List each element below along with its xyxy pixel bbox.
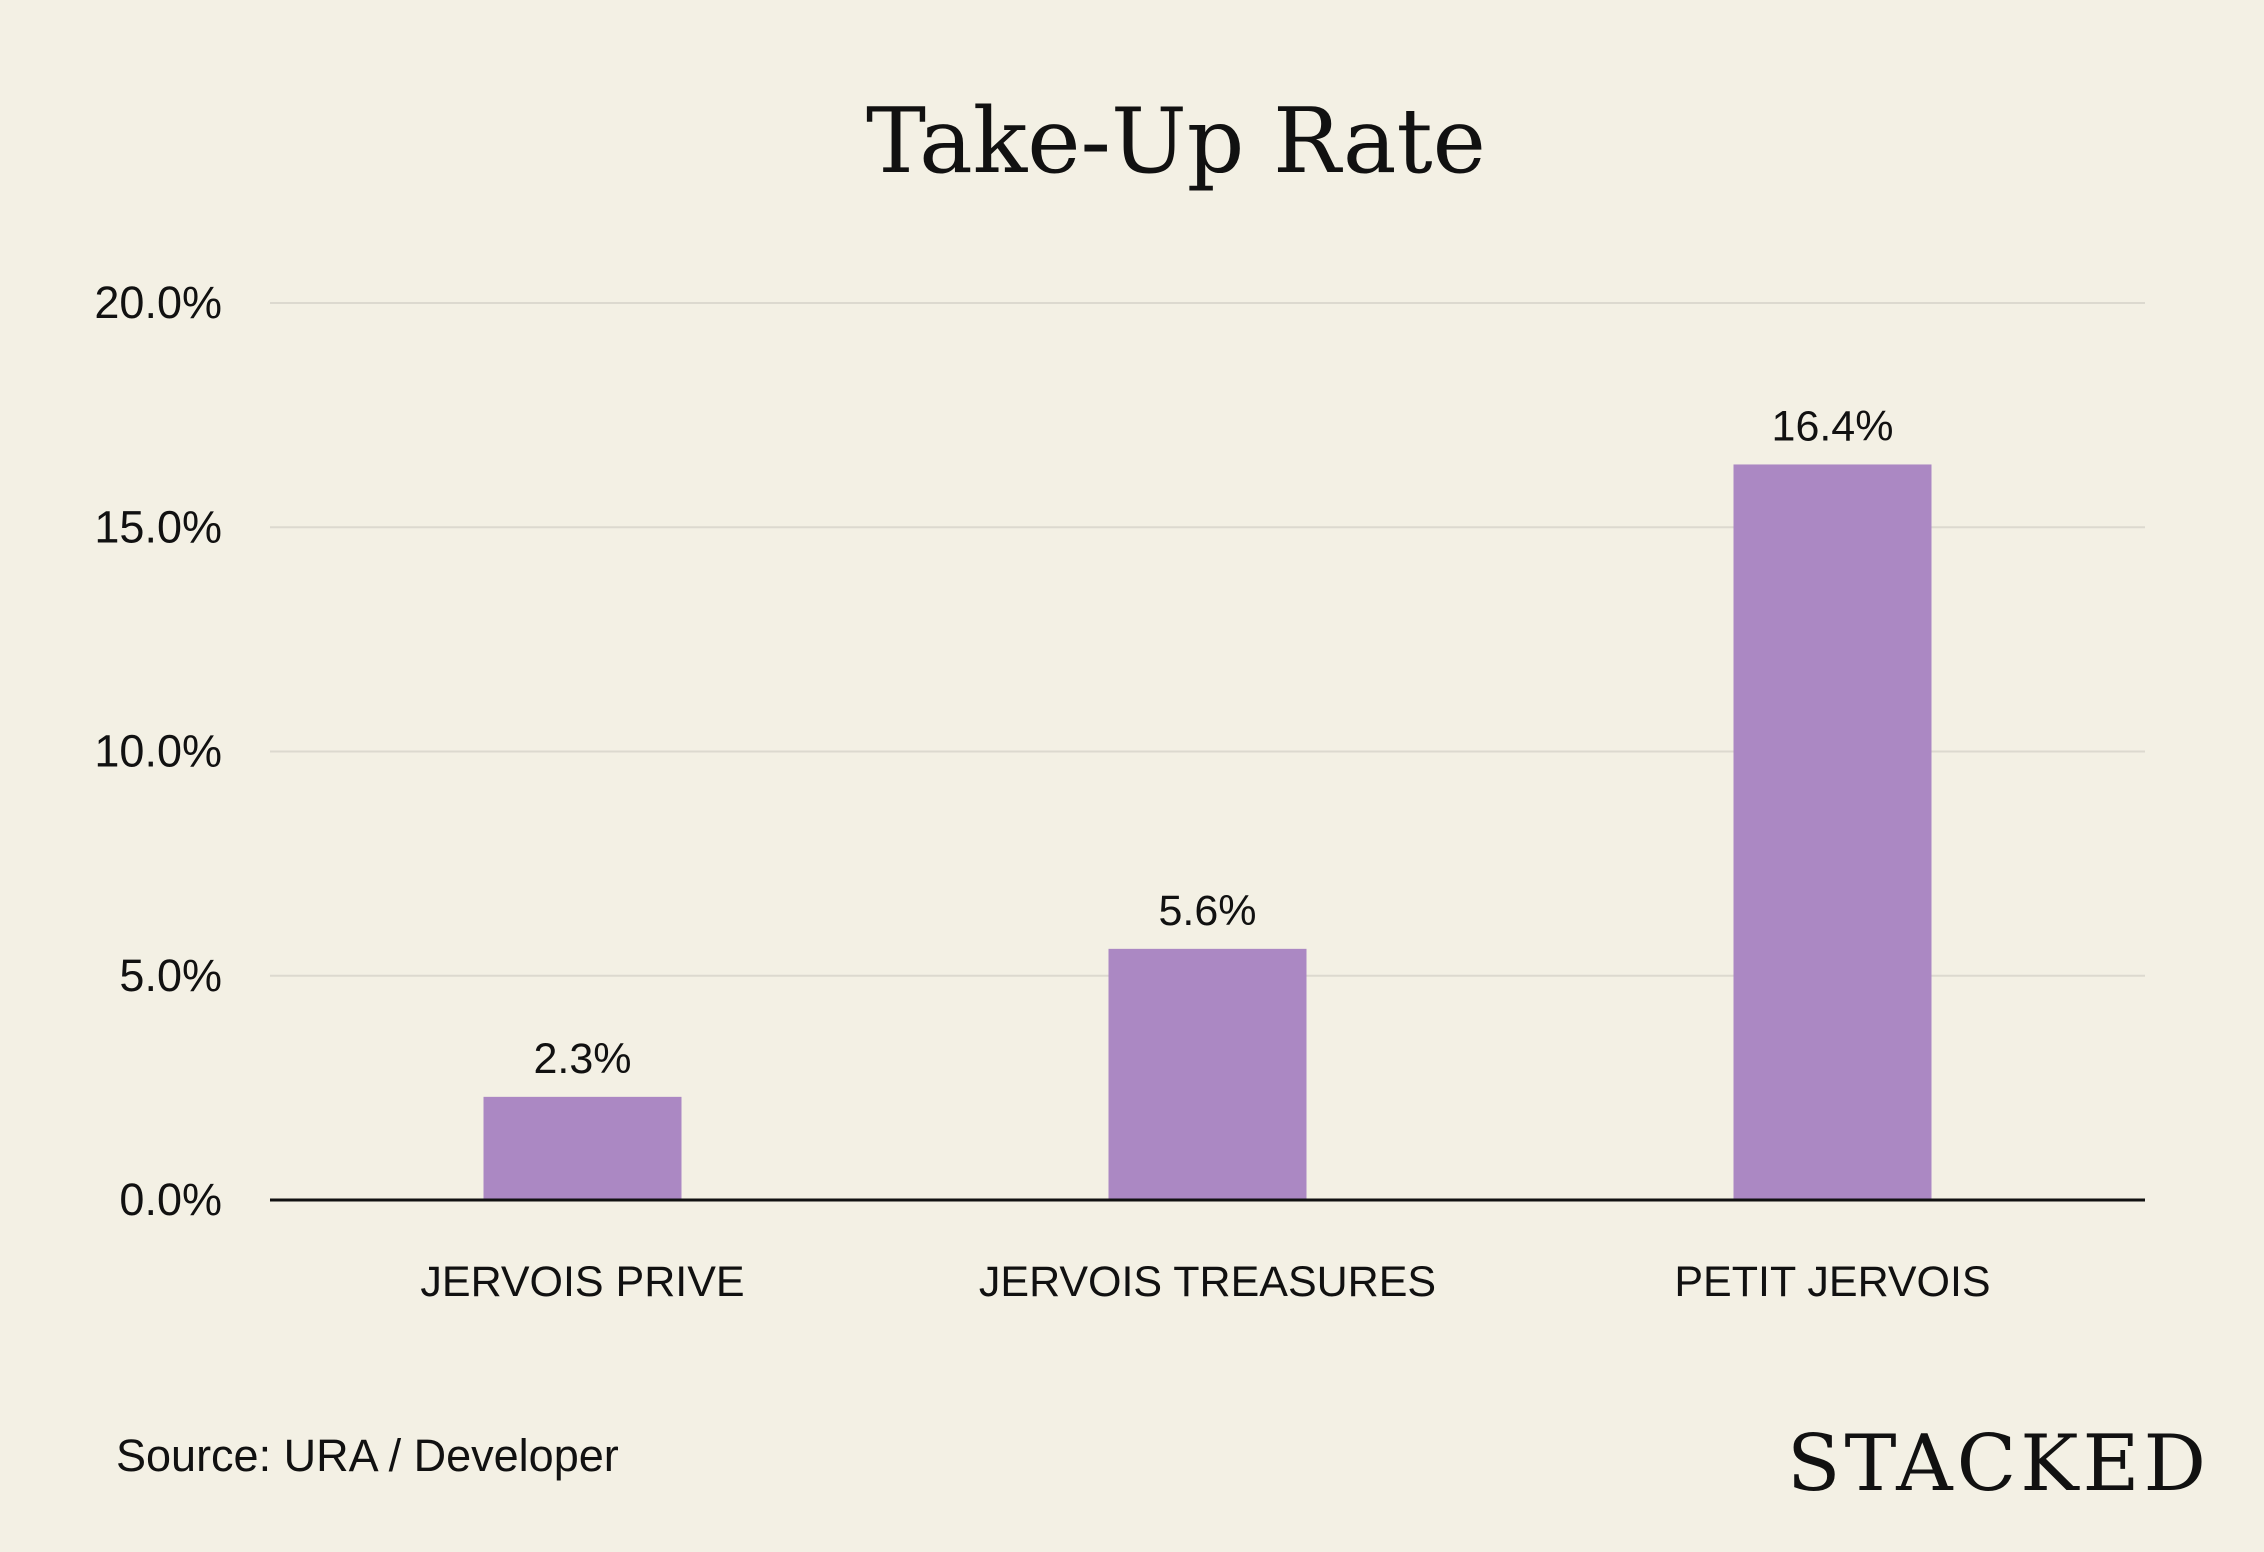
- data-label: 16.4%: [1772, 402, 1894, 450]
- bar: [1108, 948, 1307, 1200]
- y-tick-label: 5.0%: [119, 950, 222, 1001]
- y-tick-label: 20.0%: [94, 277, 222, 328]
- y-tick-label: 15.0%: [94, 501, 222, 552]
- y-tick-label: 10.0%: [94, 726, 222, 777]
- x-category-label: JERVOIS TREASURES: [979, 1258, 1436, 1306]
- labels: 0.0% 5.0% 10.0% 15.0% 20.0% 2.3% JERVOIS PRIVE…: [94, 277, 1990, 1306]
- source-note: Source: URA / Developer: [116, 1430, 619, 1481]
- data-label: 5.6%: [1158, 887, 1256, 935]
- bar: [1733, 464, 1932, 1201]
- bar: [483, 1096, 682, 1200]
- data-label: 2.3%: [533, 1035, 631, 1083]
- y-tick-label: 0.0%: [119, 1174, 222, 1225]
- brand-logo: STACKED: [1787, 1419, 2210, 1509]
- x-category-label: PETIT JERVOIS: [1674, 1258, 1990, 1306]
- bars: [483, 464, 1932, 1201]
- x-category-label: JERVOIS PRIVE: [420, 1258, 744, 1306]
- chart-title: Take-Up Rate: [866, 89, 1486, 194]
